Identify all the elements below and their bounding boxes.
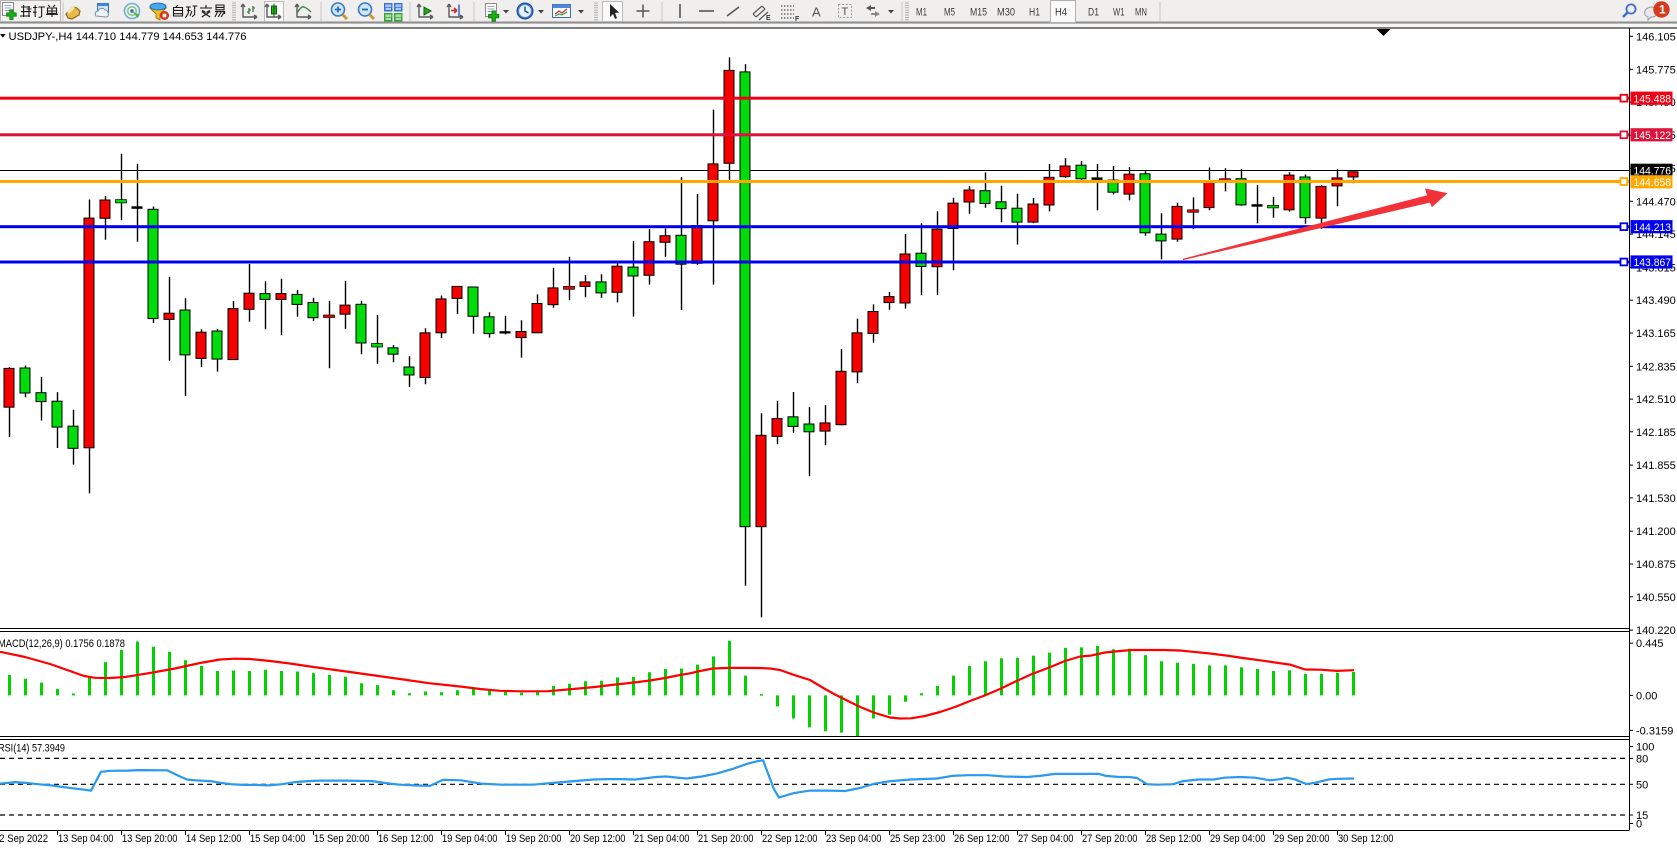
svg-text:142.835: 142.835 xyxy=(1636,361,1676,373)
svg-text:29 Sep 20:00: 29 Sep 20:00 xyxy=(1274,833,1330,844)
svg-text:20 Sep 12:00: 20 Sep 12:00 xyxy=(570,833,626,844)
svg-text:100: 100 xyxy=(1636,742,1654,754)
svg-text:141.200: 141.200 xyxy=(1636,526,1676,538)
svg-text:19 Sep 20:00: 19 Sep 20:00 xyxy=(506,833,562,844)
svg-text:28 Sep 12:00: 28 Sep 12:00 xyxy=(1146,833,1202,844)
svg-text:12 Sep 2022: 12 Sep 2022 xyxy=(0,833,48,844)
svg-text:25 Sep 23:00: 25 Sep 23:00 xyxy=(890,833,946,844)
svg-text:26 Sep 12:00: 26 Sep 12:00 xyxy=(954,833,1010,844)
svg-text:21 Sep 04:00: 21 Sep 04:00 xyxy=(634,833,690,844)
svg-text:141.855: 141.855 xyxy=(1636,460,1676,472)
svg-text:143.867: 143.867 xyxy=(1634,257,1672,269)
svg-text:14 Sep 12:00: 14 Sep 12:00 xyxy=(186,833,242,844)
svg-text:13 Sep 20:00: 13 Sep 20:00 xyxy=(122,833,178,844)
svg-text:145.775: 145.775 xyxy=(1636,64,1676,76)
svg-text:141.530: 141.530 xyxy=(1636,493,1676,505)
svg-text:140.875: 140.875 xyxy=(1636,559,1676,571)
svg-text:140.220: 140.220 xyxy=(1636,625,1676,637)
svg-text:F: F xyxy=(795,16,800,23)
svg-text:144.776: 144.776 xyxy=(1634,166,1672,178)
svg-text:80: 80 xyxy=(1636,753,1648,765)
svg-text:143.490: 143.490 xyxy=(1636,295,1676,307)
svg-text:W1: W1 xyxy=(1113,7,1125,19)
svg-text:30 Sep 12:00: 30 Sep 12:00 xyxy=(1338,833,1394,844)
svg-text:M1: M1 xyxy=(916,7,927,19)
svg-text:142.185: 142.185 xyxy=(1636,427,1676,439)
svg-text:144.658: 144.658 xyxy=(1634,177,1672,189)
svg-text:144.213: 144.213 xyxy=(1634,222,1672,234)
svg-text:15: 15 xyxy=(1636,810,1648,822)
svg-text:M5: M5 xyxy=(944,7,955,19)
svg-text:H4: H4 xyxy=(1055,7,1067,19)
svg-text:15 Sep 20:00: 15 Sep 20:00 xyxy=(314,833,370,844)
svg-text:145.488: 145.488 xyxy=(1634,93,1672,105)
svg-text:22 Sep 12:00: 22 Sep 12:00 xyxy=(762,833,818,844)
svg-text:27 Sep 04:00: 27 Sep 04:00 xyxy=(1018,833,1074,844)
svg-text:MN: MN xyxy=(1135,7,1147,19)
svg-text:H1: H1 xyxy=(1029,7,1040,19)
svg-text:0.445: 0.445 xyxy=(1636,638,1664,650)
svg-text:0: 0 xyxy=(1636,819,1642,831)
svg-text:21 Sep 20:00: 21 Sep 20:00 xyxy=(698,833,754,844)
svg-text:140.550: 140.550 xyxy=(1636,592,1676,604)
svg-text:M15: M15 xyxy=(970,7,987,19)
svg-text:16 Sep 12:00: 16 Sep 12:00 xyxy=(378,833,434,844)
svg-text:-0.3159: -0.3159 xyxy=(1636,725,1673,737)
svg-text:27 Sep 20:00: 27 Sep 20:00 xyxy=(1082,833,1138,844)
svg-text:23 Sep 04:00: 23 Sep 04:00 xyxy=(826,833,882,844)
svg-text:0.00: 0.00 xyxy=(1636,690,1657,702)
svg-text:29 Sep 04:00: 29 Sep 04:00 xyxy=(1210,833,1266,844)
svg-text:T: T xyxy=(842,6,849,18)
svg-text:13 Sep 04:00: 13 Sep 04:00 xyxy=(58,833,114,844)
svg-text:D1: D1 xyxy=(1088,7,1099,19)
svg-text:146.105: 146.105 xyxy=(1636,31,1676,43)
svg-text:50: 50 xyxy=(1636,779,1648,791)
svg-text:143.165: 143.165 xyxy=(1636,328,1676,340)
svg-text:1: 1 xyxy=(1659,3,1666,17)
svg-text:19 Sep 04:00: 19 Sep 04:00 xyxy=(442,833,498,844)
svg-text:M30: M30 xyxy=(997,7,1015,19)
svg-text:MACD(12,26,9) 0.1756 0.1878: MACD(12,26,9) 0.1756 0.1878 xyxy=(0,638,125,650)
svg-text:A: A xyxy=(812,5,821,20)
svg-text:142.510: 142.510 xyxy=(1636,394,1676,406)
svg-text:144.470: 144.470 xyxy=(1636,196,1676,208)
svg-text:E: E xyxy=(766,15,771,22)
svg-text:RSI(14) 57.3949: RSI(14) 57.3949 xyxy=(0,743,65,755)
svg-text:15 Sep 04:00: 15 Sep 04:00 xyxy=(250,833,306,844)
svg-text:145.122: 145.122 xyxy=(1634,130,1672,142)
svg-text:USDJPY-,H4 144.710 144.779 14: USDJPY-,H4 144.710 144.779 144.653 144.7… xyxy=(9,31,247,43)
